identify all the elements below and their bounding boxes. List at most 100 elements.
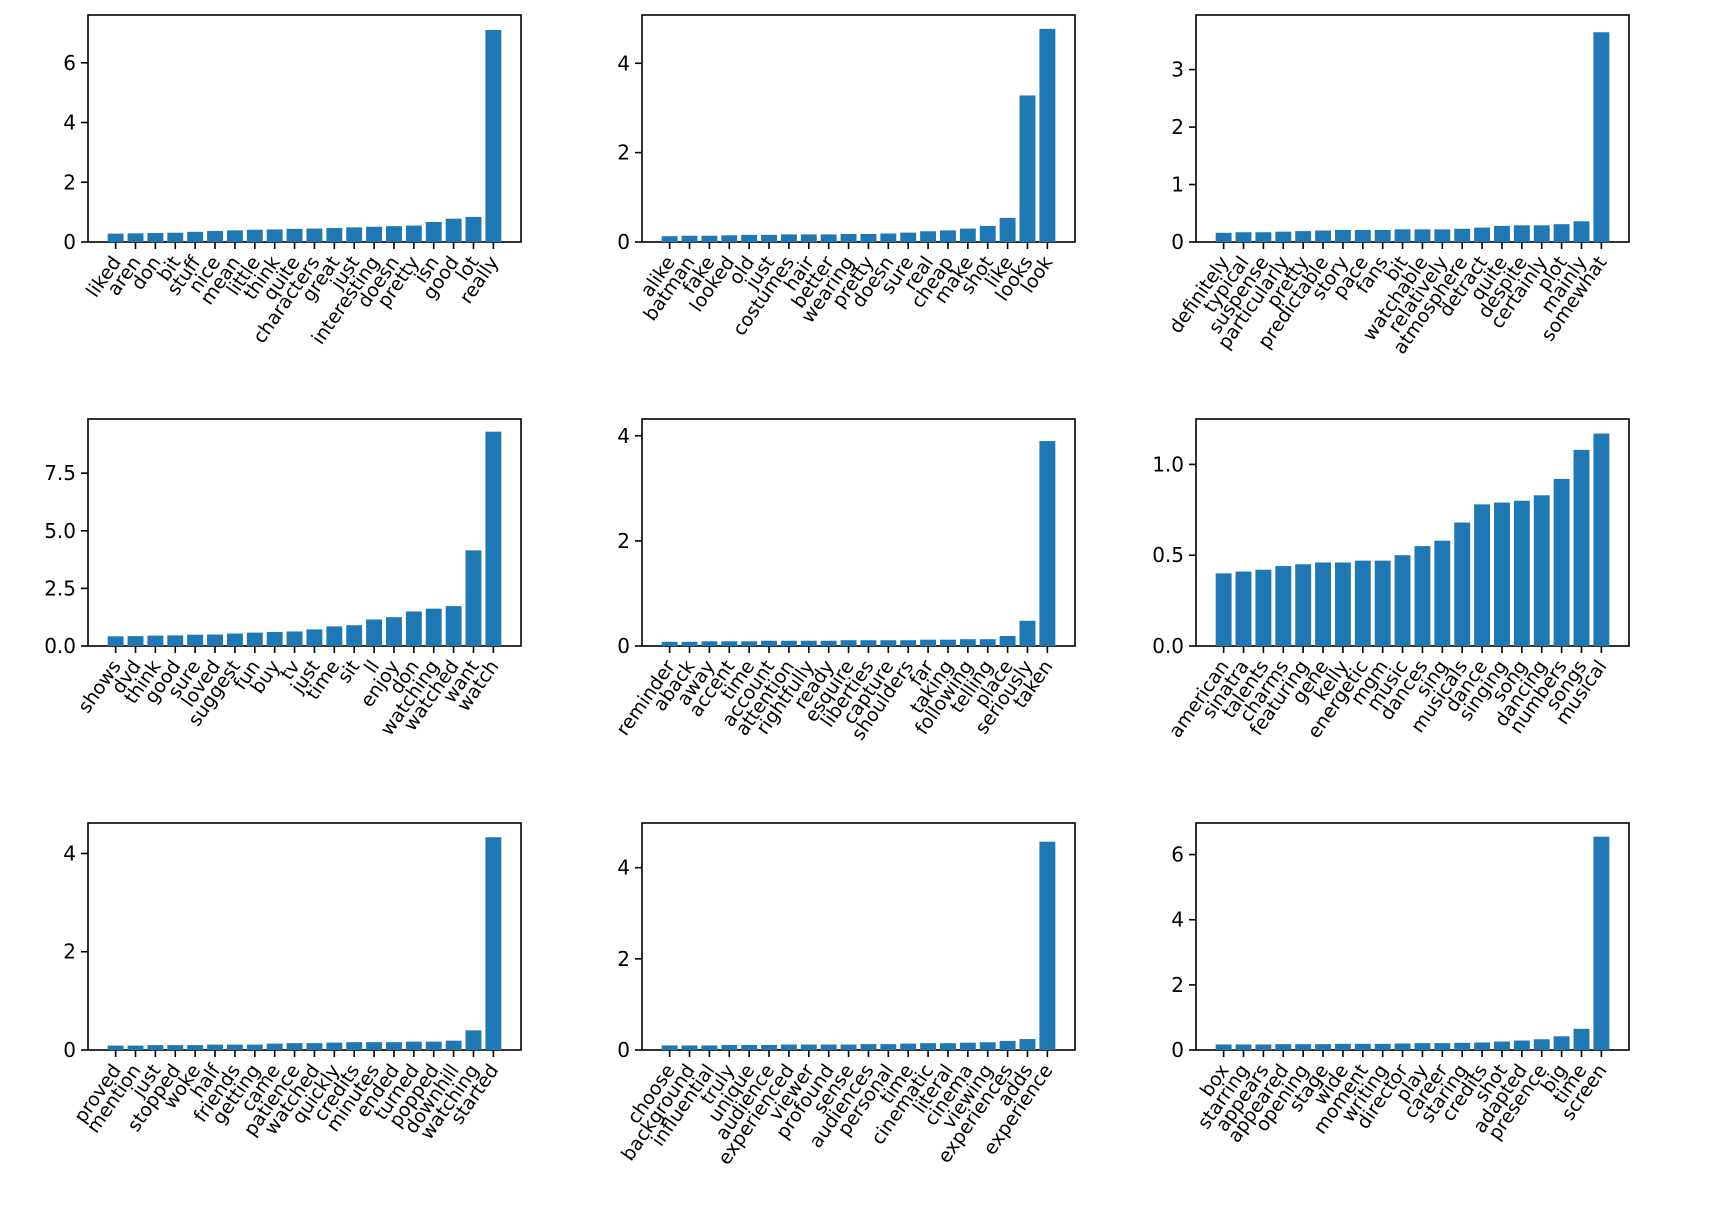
bar-time: [900, 1043, 917, 1050]
bar-predictable: [1315, 230, 1331, 242]
bar-friends: [226, 1044, 243, 1050]
bar-capture: [880, 640, 897, 646]
bar-liberties: [860, 640, 877, 646]
bar-watch: [485, 431, 502, 646]
bar-want: [465, 550, 482, 646]
bar-rightfully: [800, 640, 817, 646]
bar-staring: [1454, 1042, 1471, 1050]
bar-experienced: [780, 1044, 797, 1050]
axes-frame: [1195, 822, 1630, 1051]
y-tick-label: 2: [63, 170, 76, 194]
bar-kelly: [1334, 562, 1351, 646]
bar-dances: [1414, 546, 1431, 646]
bar-numbers: [1553, 478, 1570, 646]
bar-appears: [1255, 1044, 1272, 1050]
bar-shows: [107, 636, 124, 646]
bar-chart-bottom-right: 0246boxstarringappearsappearedopeningsta…: [1171, 822, 1630, 1147]
bar-particularly: [1275, 231, 1292, 242]
bar-talents: [1255, 569, 1272, 646]
bar-chart-bottom-left: 024provedmentionjuststoppedwokehalffrien…: [63, 822, 522, 1144]
bar-choose: [661, 1045, 678, 1050]
bar-starring: [1235, 1044, 1252, 1050]
y-tick-label: 5.0: [44, 519, 76, 543]
bar-real: [920, 231, 937, 242]
bar-don: [405, 611, 422, 646]
bar-quite: [1494, 225, 1510, 242]
bar-relatively: [1434, 229, 1451, 242]
bar-watched: [306, 1043, 323, 1050]
bar-presence: [1533, 1039, 1550, 1050]
bar-just: [147, 1045, 164, 1050]
bar-chart-top-middle: 024alikebatmanfakelookedoldjustcostumesh…: [617, 14, 1076, 340]
bar-credits: [346, 1042, 363, 1050]
bar-charms: [1275, 566, 1292, 646]
y-tick-label: 0.0: [44, 634, 76, 658]
bar-typical: [1235, 232, 1252, 242]
bar-make: [959, 228, 976, 242]
bar-good: [167, 635, 184, 646]
bar-screen: [1593, 836, 1610, 1050]
y-tick-label: 0: [617, 634, 630, 658]
bar-appeared: [1275, 1044, 1292, 1050]
bar-atmosphere: [1454, 228, 1471, 242]
bar-musical: [1593, 433, 1610, 646]
bar-box: [1215, 1044, 1232, 1050]
bar-song: [1513, 500, 1530, 646]
bar-far: [920, 639, 937, 646]
bar-shot: [979, 225, 996, 242]
bar-fans: [1374, 229, 1391, 242]
bar-enjoy: [386, 617, 402, 646]
y-tick-label: 2: [617, 947, 630, 971]
y-tick-label: 4: [617, 856, 630, 880]
bar-proved: [107, 1045, 124, 1050]
bar-adapted: [1513, 1040, 1530, 1050]
bar-mean: [226, 230, 243, 242]
bar-lot: [465, 216, 482, 242]
y-tick-label: 2.5: [44, 576, 76, 600]
bar-popped: [425, 1041, 442, 1050]
bar-reminder: [661, 641, 678, 646]
bar-wide: [1334, 1043, 1351, 1050]
bar-moment: [1354, 1043, 1371, 1050]
bar-doesn: [880, 233, 897, 242]
y-tick-label: 2: [1171, 115, 1184, 139]
bar-suggest: [226, 633, 243, 646]
bar-featuring: [1295, 564, 1312, 646]
bar-place: [999, 636, 1016, 646]
y-tick-label: 1: [1171, 173, 1184, 197]
bar-certainly: [1533, 225, 1550, 242]
bar-chart-middle-left: 0.02.55.07.5showsdvdthinkgoodsurelovedsu…: [44, 418, 522, 740]
bar-music: [1394, 555, 1411, 646]
bar-despite: [1513, 225, 1530, 242]
y-tick-label: 2: [1171, 973, 1184, 997]
bar-ll: [366, 619, 383, 646]
bar-taken: [1039, 441, 1056, 646]
bar-big: [1553, 1036, 1570, 1050]
bar-ended: [386, 1042, 402, 1050]
bar-just: [306, 629, 323, 646]
axes-frame: [641, 418, 1076, 647]
bar-account: [761, 640, 777, 646]
bar-bit: [167, 232, 184, 242]
y-tick-label: 6: [1171, 843, 1184, 867]
bar-american: [1215, 573, 1232, 646]
y-tick-label: 0: [1171, 1038, 1184, 1062]
bar-unique: [741, 1044, 758, 1050]
bar-pretty: [405, 225, 422, 242]
bar-little: [246, 229, 263, 242]
bar-turned: [405, 1041, 422, 1050]
bar-somewhat: [1593, 32, 1610, 242]
y-tick-label: 0: [63, 230, 76, 254]
bar-watching: [465, 1030, 482, 1050]
bar-sit: [346, 625, 363, 646]
bar-play: [1414, 1043, 1431, 1050]
bar-good: [445, 218, 462, 242]
bar-doesn: [386, 226, 402, 242]
bar-look: [1039, 28, 1056, 243]
bar-isn: [425, 221, 442, 242]
bar-cinematic: [920, 1043, 937, 1050]
bar-time: [741, 641, 758, 646]
bar-opening: [1295, 1044, 1312, 1050]
bar-accent: [721, 641, 738, 646]
